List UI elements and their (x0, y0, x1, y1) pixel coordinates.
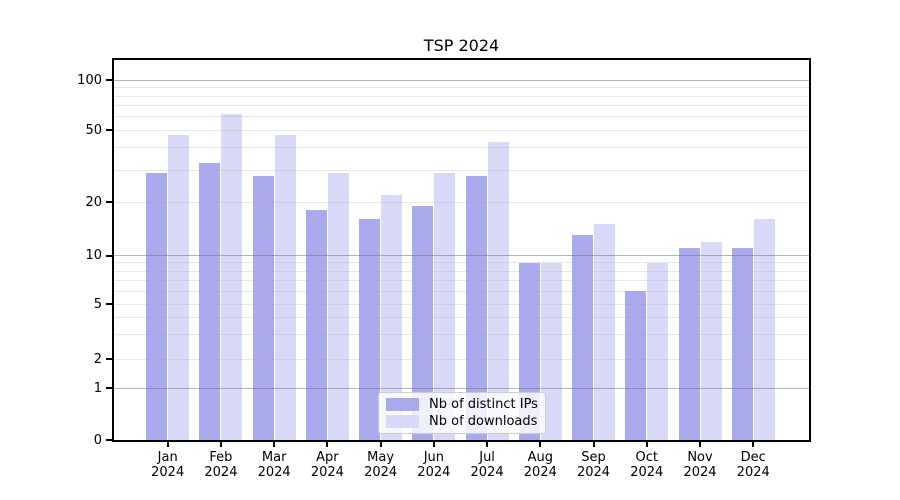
bar-downloads-sep (594, 224, 616, 440)
x-tick-jul (486, 442, 489, 447)
major-gridline-1 (114, 387, 809, 389)
bar-distinct-ips-mar (252, 175, 274, 440)
y-tick-label-2: 2 (93, 351, 102, 367)
bar-downloads-aug (540, 262, 562, 440)
minor-gridline-5 (114, 303, 809, 305)
bar-distinct-ips-jul (465, 175, 487, 440)
major-gridline-100 (114, 79, 809, 81)
x-tick-mar (273, 442, 276, 447)
y-tick-label-0: 0 (93, 432, 102, 448)
y-tick-label-100: 100 (77, 72, 102, 88)
bar-distinct-ips-nov (678, 248, 700, 440)
x-tick-label-sep: Sep 2024 (576, 450, 611, 480)
x-tick-dec (752, 442, 755, 447)
y-tick-label-5: 5 (93, 296, 102, 312)
minor-gridline-20 (114, 201, 809, 203)
y-tick-label-50: 50 (85, 122, 102, 138)
y-tick-100 (106, 79, 112, 81)
minor-gridline-50 (114, 129, 809, 131)
minor-gridline-6 (114, 290, 809, 292)
x-tick-sep (592, 442, 595, 447)
bar-downloads-dec (753, 219, 775, 440)
y-tick-50 (106, 129, 112, 131)
y-tick-1 (106, 387, 112, 390)
bar-downloads-oct (647, 262, 669, 440)
bar-distinct-ips-feb (199, 162, 221, 440)
x-tick-aug (539, 442, 542, 447)
minor-gridline-3 (114, 334, 809, 336)
legend-swatch-distinct-ips (386, 398, 419, 411)
legend: Nb of distinct IPs Nb of downloads (378, 392, 546, 434)
minor-gridline-60 (114, 116, 809, 118)
minor-gridline-8 (114, 270, 809, 272)
x-tick-feb (219, 442, 222, 447)
x-tick-nov (699, 442, 701, 447)
y-tick-5 (106, 303, 112, 305)
bar-downloads-jul (487, 141, 509, 440)
major-gridline-10 (114, 255, 809, 256)
bar-downloads-apr (327, 172, 349, 440)
y-tick-label-20: 20 (85, 194, 102, 210)
bar-downloads-may (381, 194, 403, 440)
legend-item-distinct-ips: Nb of distinct IPs (386, 397, 538, 412)
x-tick-oct (645, 442, 648, 447)
bar-downloads-nov (700, 241, 722, 440)
chart-title: TSP 2024 (423, 36, 500, 55)
x-tick-label-jan: Jan 2024 (151, 450, 185, 480)
bar-distinct-ips-may (359, 219, 381, 440)
x-tick-label-mar: Mar 2024 (257, 450, 291, 480)
x-tick-jun (432, 442, 435, 447)
x-tick-label-jun: Jun 2024 (417, 450, 451, 480)
bar-distinct-ips-dec (731, 248, 753, 440)
y-tick-0 (106, 439, 112, 441)
bar-downloads-mar (274, 134, 296, 440)
x-tick-label-aug: Aug 2024 (523, 450, 557, 480)
minor-gridline-2 (114, 358, 809, 360)
y-tick-2 (106, 358, 112, 361)
x-tick-label-apr: Apr 2024 (310, 450, 344, 480)
bar-downloads-feb (221, 114, 243, 440)
y-tick-label-10: 10 (85, 248, 102, 263)
x-tick-label-jul: Jul 2024 (470, 450, 504, 480)
bar-distinct-ips-sep (572, 235, 594, 440)
minor-gridline-40 (114, 147, 809, 149)
x-tick-label-dec: Dec 2024 (736, 450, 770, 480)
x-tick-jan (166, 442, 169, 447)
y-tick-20 (106, 201, 112, 204)
x-tick-may (379, 442, 382, 447)
y-tick-10 (106, 254, 112, 257)
minor-gridline-90 (114, 87, 809, 89)
minor-gridline-80 (114, 95, 809, 97)
x-tick-apr (326, 442, 329, 447)
x-tick-label-nov: Nov 2024 (683, 450, 717, 480)
minor-gridline-30 (114, 169, 809, 171)
bar-distinct-ips-apr (305, 210, 327, 440)
bar-downloads-jan (168, 134, 190, 440)
minor-gridline-70 (114, 105, 809, 107)
legend-item-downloads: Nb of downloads (386, 414, 538, 429)
bar-downloads-jun (434, 172, 456, 440)
x-tick-label-may: May 2024 (364, 450, 398, 480)
plot-area (112, 58, 811, 442)
minor-gridline-4 (114, 316, 809, 318)
bar-distinct-ips-oct (625, 291, 647, 440)
x-tick-label-feb: Feb 2024 (204, 450, 238, 480)
x-tick-label-oct: Oct 2024 (630, 450, 664, 480)
legend-label-distinct-ips: Nb of distinct IPs (429, 397, 538, 412)
legend-swatch-downloads (386, 415, 419, 428)
bar-distinct-ips-jan (146, 172, 168, 440)
minor-gridline-9 (114, 262, 809, 264)
y-tick-label-1: 1 (93, 380, 102, 396)
legend-label-downloads: Nb of downloads (429, 414, 538, 429)
minor-gridline-7 (114, 279, 809, 281)
bar-distinct-ips-jun (412, 206, 434, 440)
